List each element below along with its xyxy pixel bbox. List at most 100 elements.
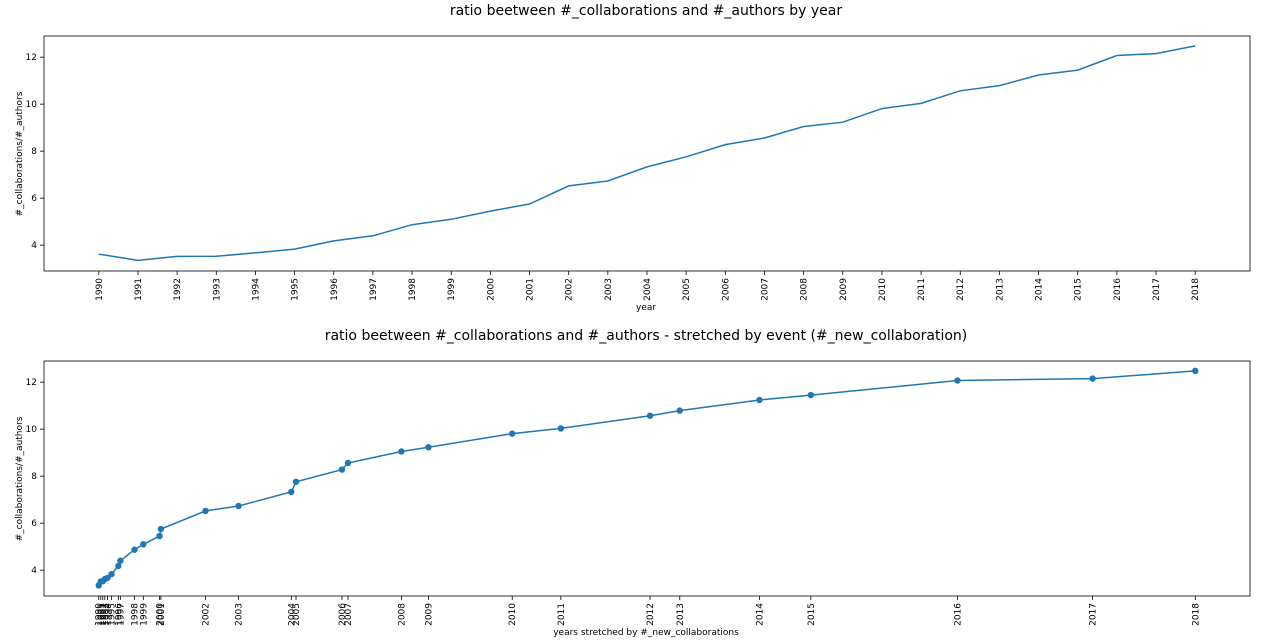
chart-2-series-line [98, 370, 1196, 586]
chart-2-y-tick-label: 6 [31, 519, 37, 529]
chart-1-x-tick-label: 2009 [839, 278, 849, 301]
chart-2-data-point [108, 570, 115, 578]
chart-2-data-point [115, 562, 122, 570]
chart-2-x-tick-label: 2005 [292, 603, 302, 626]
chart-2-x-tick-label: 2007 [344, 603, 354, 626]
chart-1-x-tick-label: 2008 [800, 278, 810, 301]
chart-1-x-tick-label: 2015 [1074, 278, 1084, 301]
chart-2-x-tick-label: 2015 [807, 603, 817, 626]
chart-2-data-point [140, 541, 147, 548]
chart-1-y-tick-label: 10 [26, 100, 38, 110]
chart-1-title: ratio beetween #_collaborations and #_au… [450, 3, 843, 19]
chart-2-data-point [202, 507, 209, 515]
chart-1-x-axis-label: year [636, 303, 656, 313]
chart-2-data-point [756, 396, 763, 404]
chart-2-data-point [425, 444, 432, 451]
chart-1-series-line [98, 45, 1196, 262]
chart-1-x-tick-label: 2006 [721, 278, 731, 301]
chart-1-y-tick-label: 6 [31, 194, 37, 204]
chart-1-ticks: 4 6 8 10 12 1990 1991 1992 1993 1994 1995 1996 1997 1… [26, 53, 1202, 301]
chart-2-x-tick-label: 2003 [235, 603, 245, 626]
chart-2-y-tick-label: 12 [26, 378, 37, 388]
chart-2-x-tick-label: 2006 [338, 603, 348, 626]
chart-1-x-tick-label: 1990 [95, 278, 105, 301]
chart-1-x-tick-label: 2007 [760, 278, 770, 301]
chart-1-x-tick-label: 1996 [330, 278, 340, 301]
chart-1-x-tick-label: 1995 [291, 278, 301, 301]
chart-2-x-tick-label: 2017 [1089, 603, 1099, 626]
chart-panel-1: ratio beetween #_collaborations and #_au… [15, 3, 1251, 313]
chart-1-x-tick-label: 1997 [369, 278, 379, 301]
chart-2-plot-area [43, 360, 1251, 597]
chart-1-x-tick-label: 1991 [134, 278, 144, 301]
chart-2-y-axis-label: #_collaborations/#_authors [15, 416, 25, 541]
chart-1-x-tick-label: 1994 [251, 278, 261, 301]
chart-1-x-tick-label: 2014 [1035, 278, 1045, 301]
chart-2-x-tick-label: 2016 [953, 603, 963, 626]
chart-1-y-tick-label: 8 [31, 147, 37, 157]
chart-1-x-tick-label: 2003 [604, 278, 614, 301]
chart-2-x-tick-label: 1995 [108, 603, 118, 626]
chart-2-data-point [1192, 367, 1199, 375]
chart-2-data-point [338, 466, 346, 473]
chart-2-x-tick-label: 1997 [116, 603, 126, 626]
chart-2-y-tick-label: 4 [31, 566, 37, 576]
chart-panel-2: ratio beetween #_collaborations and #_au… [15, 328, 1251, 638]
chart-2-data-point [646, 412, 654, 419]
chart-1-y-axis-label: #_collaborations/#_authors [15, 91, 25, 216]
chart-1-x-tick-label: 2000 [486, 278, 496, 301]
chart-1-x-tick-label: 2013 [995, 278, 1005, 301]
chart-2-x-tick-label: 2004 [287, 603, 297, 626]
chart-2-data-point [104, 574, 111, 582]
chart-2-data-point [157, 525, 165, 533]
chart-2-x-tick-label: 2010 [508, 603, 518, 626]
chart-2-data-point [1089, 375, 1096, 382]
chart-1-x-tick-label: 2005 [682, 278, 692, 301]
chart-2-x-tick-label: 1990 [95, 603, 105, 626]
chart-2-data-point [156, 532, 163, 540]
chart-2-y-tick-label: 8 [31, 472, 37, 482]
chart-2-x-tick-label: 1991 [97, 603, 107, 626]
chart-2-series [95, 367, 1199, 589]
chart-2-data-point [807, 391, 815, 399]
chart-2-data-point [344, 459, 352, 467]
chart-2-data-point [131, 546, 138, 553]
chart-1-x-tick-label: 1992 [173, 278, 183, 301]
chart-1-x-tick-label: 2011 [917, 278, 927, 301]
chart-2-x-tick-label: 1994 [104, 603, 114, 626]
chart-2-x-tick-label: 2001 [157, 603, 167, 626]
chart-2-x-tick-label: 2009 [424, 603, 434, 626]
chart-2-data-point [288, 488, 295, 496]
chart-2-data-point [954, 377, 961, 384]
chart-2-x-tick-label: 1993 [101, 603, 111, 626]
chart-2-x-tick-label: 2012 [646, 603, 656, 626]
chart-1-x-tick-label: 2018 [1191, 278, 1201, 301]
chart-2-data-point [509, 430, 516, 437]
chart-2-x-tick-label: 2014 [755, 603, 765, 626]
chart-1-x-tick-label: 2002 [565, 278, 575, 301]
chart-2-data-point [398, 448, 405, 455]
chart-2-x-tick-label: 2002 [201, 603, 211, 626]
chart-2-x-tick-label: 2000 [156, 603, 166, 626]
chart-2-data-point [292, 478, 300, 485]
chart-2-data-point [117, 557, 124, 564]
chart-1-x-tick-label: 2004 [643, 278, 653, 301]
chart-2-x-tick-label: 2018 [1191, 603, 1201, 626]
chart-2-x-tick-label: 2013 [676, 603, 686, 626]
chart-1-x-tick-label: 2010 [878, 278, 888, 301]
chart-2-y-tick-label: 10 [26, 425, 38, 435]
chart-2-x-tick-label: 1996 [114, 603, 124, 626]
chart-2-x-tick-label: 1998 [131, 603, 141, 626]
chart-1-x-tick-label: 1993 [212, 278, 222, 301]
chart-1-y-tick-label: 12 [26, 53, 37, 63]
chart-2-x-tick-label: 2008 [397, 603, 407, 626]
chart-2-title: ratio beetween #_collaborations and #_au… [325, 328, 968, 344]
chart-1-x-tick-label: 2001 [526, 278, 536, 301]
chart-2-x-axis-label: years stretched by #_new_collaborations [553, 628, 739, 638]
chart-1-x-tick-label: 1999 [447, 278, 457, 301]
chart-1-x-tick-label: 1998 [408, 278, 418, 301]
chart-2-x-tick-label: 1999 [139, 603, 149, 626]
chart-1-x-tick-label: 2017 [1152, 278, 1162, 301]
